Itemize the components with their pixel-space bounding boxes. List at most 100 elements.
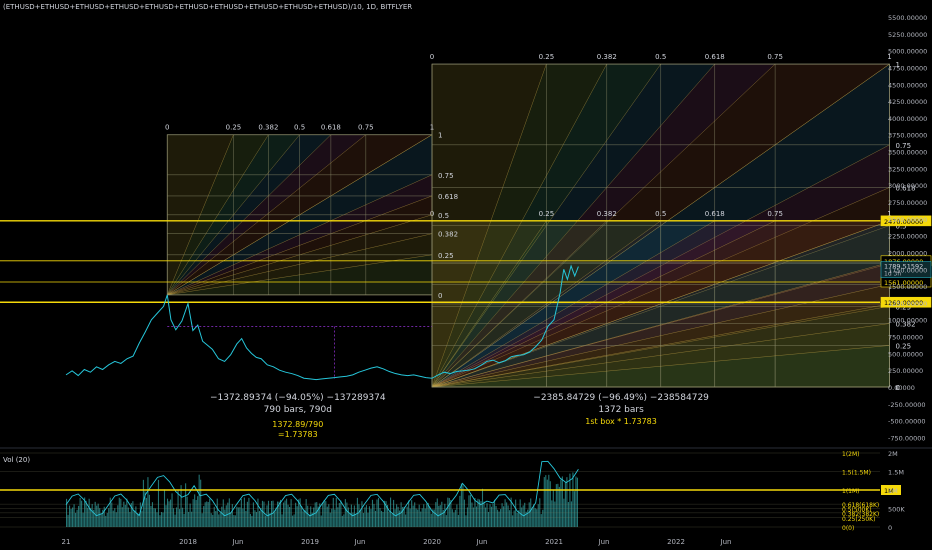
fib-ray-right-1-5	[167, 254, 433, 296]
price-axis-tick-12: 2500.00000	[888, 216, 927, 224]
volume-bar-224	[403, 506, 405, 527]
volume-bar-199	[365, 505, 368, 527]
time-axis-tick-4: Jun	[354, 538, 366, 546]
volume-bar-151	[293, 514, 295, 527]
volume-bar-20	[96, 505, 98, 527]
volume-bar-72	[174, 514, 176, 527]
volume-bar-18	[93, 509, 95, 527]
volume-bar-293	[507, 505, 509, 527]
volume-bar-89	[200, 479, 202, 527]
volume-bar-13	[85, 500, 87, 527]
volume-bar-196	[361, 501, 363, 527]
volume-bar-317	[543, 477, 545, 527]
vol-axis-tick-4: 0	[888, 524, 892, 532]
vol-fib-label-0: 1(2M)	[842, 451, 860, 458]
fib-top-label-3-5: 0.75	[767, 210, 783, 218]
volume-bar-105	[224, 509, 226, 527]
price-axis-tick-8: 3500.00000	[888, 149, 927, 157]
volume-bar-307	[528, 502, 530, 527]
volume-bar-314	[539, 498, 541, 527]
volume-bar-96	[210, 513, 212, 527]
volume-bar-109	[230, 512, 232, 527]
volume-bar-47	[136, 513, 138, 527]
volume-bar-152	[295, 502, 297, 527]
volume-bar-234	[418, 504, 420, 527]
volume-bar-264	[463, 499, 465, 527]
fib-top-label-3-1: 0.25	[539, 210, 555, 218]
price-axis-tick-0: 5500.00000	[888, 14, 927, 22]
volume-bar-207	[377, 497, 380, 527]
current-price-tag-bg	[880, 261, 932, 278]
volume-bar-126	[255, 512, 257, 527]
volume-bar-141	[278, 501, 280, 527]
volume-bar-266	[466, 507, 468, 527]
volume-bar-62	[159, 515, 161, 527]
volume-bar-290	[503, 506, 505, 527]
vol-fib-label-2: 1(1M)	[842, 488, 860, 495]
fib-top-label-1-0: 0	[165, 124, 169, 132]
volume-bar-81	[188, 511, 190, 527]
volume-bar-198	[364, 507, 366, 527]
volume-bar-123	[251, 515, 253, 527]
volume-bar-214	[388, 511, 390, 527]
volume-bar-48	[138, 513, 140, 527]
volume-bar-52	[144, 491, 146, 527]
volume-bar-27	[106, 512, 108, 527]
volume-bar-163	[311, 512, 313, 527]
volume-bar-297	[513, 510, 515, 527]
current-price-tag: 1789.51592	[884, 263, 923, 271]
volume-bar-46	[135, 506, 137, 527]
volume-bar-174	[328, 504, 330, 527]
fib-top-label-1-4: 0.618	[321, 124, 341, 132]
volume-bar-202	[370, 509, 372, 527]
volume-bar-150	[292, 515, 294, 527]
volume-bar-156	[301, 506, 303, 527]
volume-bar-154	[298, 499, 300, 527]
fib-right-label-3-4: 0.382	[896, 321, 916, 329]
volume-bar-90	[201, 513, 203, 527]
volume-bar-6	[75, 512, 77, 527]
volume-bar-242	[430, 513, 432, 527]
volume-bar-93	[206, 501, 208, 527]
volume-bar-69	[169, 499, 172, 527]
volume-bar-178	[334, 509, 336, 527]
left-ratio-text-2: =1.73783	[278, 430, 318, 439]
countdown-tag: 1d 3h	[884, 271, 901, 278]
volume-bar-247	[438, 505, 440, 527]
volume-bar-213	[387, 504, 389, 527]
volume-bar-331	[564, 481, 566, 527]
volume-bar-295	[510, 497, 512, 527]
time-axis-tick-8: Jun	[598, 538, 610, 546]
volume-bar-11	[82, 512, 84, 527]
volume-bar-322	[551, 500, 553, 527]
volume-bar-57	[151, 502, 154, 527]
volume-bar-249	[441, 501, 443, 527]
vol-axis-tick-0: 2M	[888, 450, 898, 458]
fib-top-label-1-1: 0.25	[226, 124, 242, 132]
volume-bar-272	[475, 506, 478, 527]
time-axis-tick-9: 2022	[667, 538, 685, 546]
volume-bar-332	[566, 477, 568, 527]
price-axis-tick-11: 2750.00000	[888, 199, 927, 207]
volume-bar-285	[495, 506, 497, 527]
volume-bar-31	[112, 510, 114, 527]
volume-bar-130	[261, 500, 264, 527]
level-tag-bg-3	[880, 296, 932, 308]
volume-bar-34	[117, 505, 119, 527]
volume-bar-8	[78, 505, 80, 527]
volume-bar-335	[570, 501, 572, 527]
fib-top-label-3-4: 0.618	[705, 210, 725, 218]
price-axis-tick-1: 5250.00000	[888, 31, 927, 39]
volume-bar-248	[439, 505, 441, 527]
price-axis-tick-25: -750.00000	[888, 434, 926, 442]
price-axis-tick-3: 4750.00000	[888, 64, 927, 72]
volume-bar-300	[518, 510, 520, 527]
volume-bar-197	[362, 512, 364, 527]
volume-bar-131	[263, 501, 265, 527]
volume-bar-85	[194, 494, 196, 527]
volume-bar-217	[393, 499, 395, 527]
volume-bar-210	[382, 511, 384, 527]
volume-bar-298	[515, 499, 517, 527]
volume-bar-39	[124, 504, 126, 527]
